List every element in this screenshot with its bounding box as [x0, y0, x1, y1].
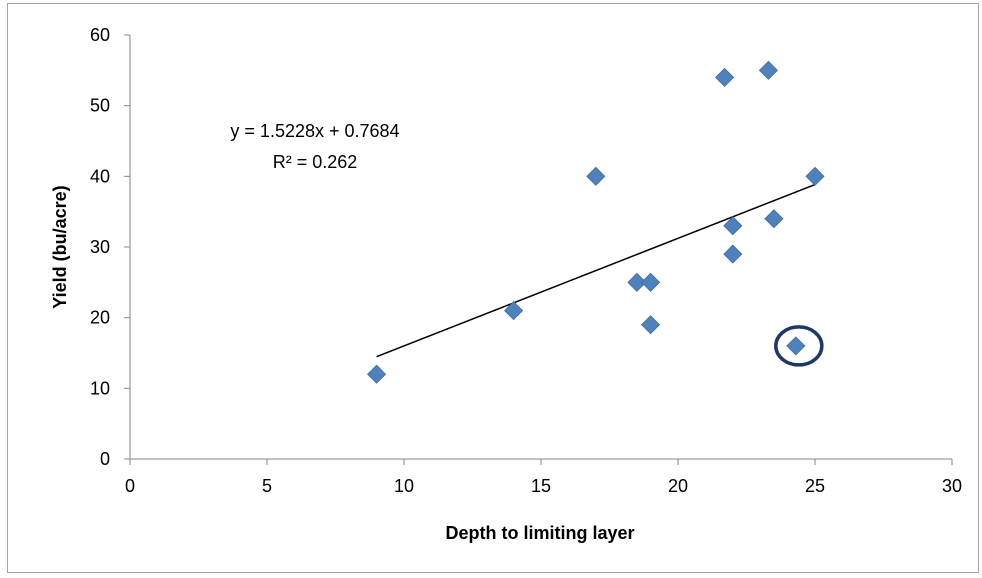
- data-point: [587, 167, 605, 185]
- x-tick-label: 15: [531, 476, 551, 496]
- r-squared-label: R² = 0.262: [273, 152, 358, 172]
- x-axis-title: Depth to limiting layer: [445, 523, 634, 543]
- trendline: [377, 185, 815, 357]
- data-points: [368, 61, 824, 383]
- y-tick-label: 0: [100, 449, 110, 469]
- x-tick-label: 10: [394, 476, 414, 496]
- y-tick-label: 50: [90, 96, 110, 116]
- x-tick-label: 0: [125, 476, 135, 496]
- trendline-group: [377, 185, 815, 357]
- x-ticks: 0 5 10 15 20 25 30: [125, 459, 962, 496]
- axes: [130, 35, 952, 459]
- y-ticks: 0 10 20 30 40 50 60: [90, 25, 130, 469]
- data-point: [505, 302, 523, 320]
- x-tick-label: 30: [942, 476, 962, 496]
- data-point: [806, 167, 824, 185]
- x-tick-label: 25: [805, 476, 825, 496]
- x-tick-label: 20: [668, 476, 688, 496]
- x-tick-label: 5: [262, 476, 272, 496]
- y-tick-label: 30: [90, 237, 110, 257]
- y-tick-label: 20: [90, 308, 110, 328]
- data-point: [765, 210, 783, 228]
- data-point: [759, 61, 777, 79]
- y-tick-label: 10: [90, 378, 110, 398]
- data-point: [716, 68, 734, 86]
- data-point: [724, 245, 742, 263]
- data-point: [787, 337, 805, 355]
- y-axis-title: Yield (bu/acre): [50, 185, 70, 308]
- y-tick-label: 60: [90, 25, 110, 45]
- data-point: [368, 365, 386, 383]
- data-point: [642, 273, 660, 291]
- trendline-equation: y = 1.5228x + 0.7684: [230, 121, 399, 141]
- data-point: [642, 316, 660, 334]
- y-tick-label: 40: [90, 166, 110, 186]
